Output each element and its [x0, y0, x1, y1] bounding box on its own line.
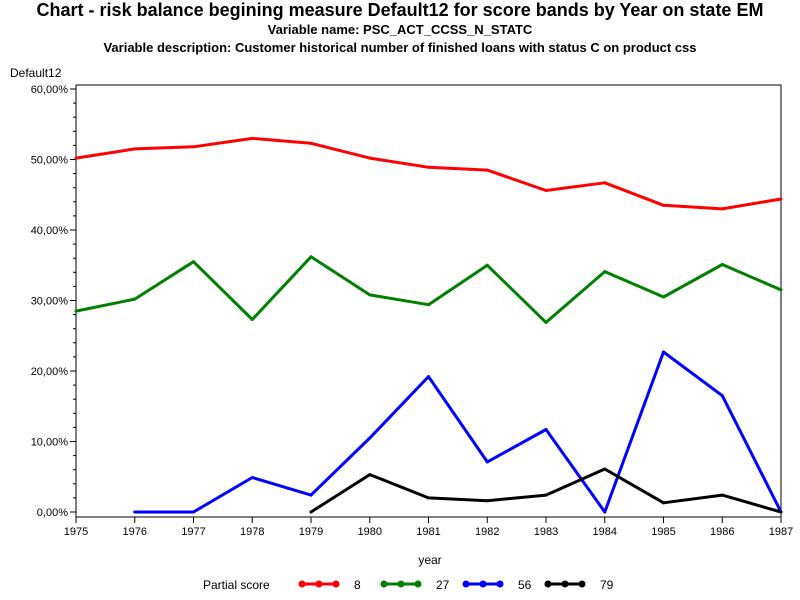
x-tick-label: 1977: [181, 526, 205, 538]
y-tick-label: 20,00%: [31, 366, 69, 378]
data-point-8: [544, 189, 548, 193]
data-point-27: [485, 263, 489, 267]
series-line-56: [134, 350, 783, 514]
data-point-79: [309, 510, 313, 514]
legend-marker: [462, 580, 470, 588]
data-point-27: [720, 263, 724, 267]
legend-title: Partial score: [203, 578, 270, 592]
data-point-27: [544, 320, 548, 324]
data-point-8: [74, 156, 78, 160]
data-point-56: [250, 475, 254, 479]
variable-name: Variable name: PSC_ACT_CCSS_N_STATC: [267, 22, 533, 37]
data-point-8: [133, 147, 137, 151]
x-tick-label: 1982: [475, 526, 499, 538]
data-point-79: [662, 501, 665, 505]
x-axis-label: year: [418, 553, 441, 567]
data-point-8: [250, 136, 254, 140]
data-point-79: [779, 510, 783, 514]
legend-marker: [496, 580, 504, 588]
legend-marker: [479, 580, 487, 588]
x-tick-label: 1986: [710, 526, 734, 538]
data-point-56: [544, 428, 548, 432]
y-axis-label: Default12: [10, 66, 62, 80]
data-point-56: [427, 375, 430, 379]
data-point-79: [544, 493, 548, 497]
series-line-27: [75, 255, 782, 324]
legend-marker: [315, 580, 323, 588]
data-point-8: [192, 145, 195, 149]
data-point-27: [779, 288, 783, 292]
legend-label-79: 79: [600, 578, 614, 592]
legend: Partial score 8 27 56 79: [203, 578, 614, 592]
data-point-79: [368, 473, 372, 477]
y-tick-label: 0,00%: [37, 507, 68, 519]
x-tick-label: 1979: [299, 526, 323, 538]
data-point-56: [662, 350, 665, 354]
y-tick-label: 40,00%: [31, 225, 69, 237]
data-point-27: [192, 260, 195, 264]
x-tick-label: 1983: [534, 526, 558, 538]
x-tick-label: 1975: [64, 526, 88, 538]
data-point-56: [192, 510, 195, 514]
data-point-79: [603, 467, 607, 471]
data-point-8: [485, 168, 489, 172]
legend-marker: [380, 580, 388, 588]
data-point-8: [603, 181, 607, 185]
data-point-27: [427, 303, 430, 307]
data-point-27: [250, 318, 254, 322]
series-line-8: [75, 136, 782, 211]
legend-label-8: 8: [354, 578, 361, 592]
chart-title: Chart - risk balance begining measure De…: [36, 0, 764, 20]
data-point-56: [485, 460, 489, 464]
data-point-27: [74, 309, 78, 313]
data-point-8: [368, 156, 372, 160]
x-tick-label: 1976: [123, 526, 147, 538]
x-tick-label: 1984: [593, 526, 617, 538]
data-point-8: [662, 203, 665, 207]
data-point-27: [309, 255, 313, 259]
data-point-8: [779, 197, 783, 201]
data-point-56: [133, 510, 137, 514]
legend-marker: [578, 580, 586, 588]
x-tick-label: 1985: [651, 526, 675, 538]
data-point-56: [309, 493, 313, 497]
data-point-56: [720, 394, 724, 398]
y-tick-label: 10,00%: [31, 437, 69, 449]
data-point-79: [427, 496, 430, 500]
data-point-56: [368, 436, 372, 440]
variable-description: Variable description: Customer historica…: [103, 40, 697, 55]
legend-marker: [414, 580, 422, 588]
legend-marker: [298, 580, 306, 588]
data-point-27: [133, 297, 137, 301]
legend-marker: [332, 580, 340, 588]
plot-frame: [75, 84, 782, 518]
legend-label-56: 56: [518, 578, 532, 592]
data-point-79: [720, 493, 724, 497]
x-tick-label: 1981: [416, 526, 440, 538]
y-tick-label: 50,00%: [31, 155, 69, 167]
data-point-27: [662, 295, 665, 299]
x-tick-label: 1980: [358, 526, 382, 538]
data-point-8: [309, 141, 313, 145]
x-tick-label: 1978: [240, 526, 264, 538]
data-point-79: [485, 499, 489, 503]
x-tick-label: 1987: [769, 526, 793, 538]
data-point-8: [720, 207, 724, 211]
data-point-56: [603, 510, 607, 514]
legend-marker: [397, 580, 405, 588]
data-point-27: [368, 293, 372, 297]
y-tick-label: 60,00%: [31, 84, 69, 96]
data-point-8: [427, 165, 430, 169]
legend-label-27: 27: [436, 578, 450, 592]
series-line-79: [310, 467, 782, 514]
y-tick-label: 30,00%: [31, 296, 69, 308]
legend-marker: [544, 580, 552, 588]
legend-marker: [561, 580, 569, 588]
data-point-27: [603, 270, 607, 274]
